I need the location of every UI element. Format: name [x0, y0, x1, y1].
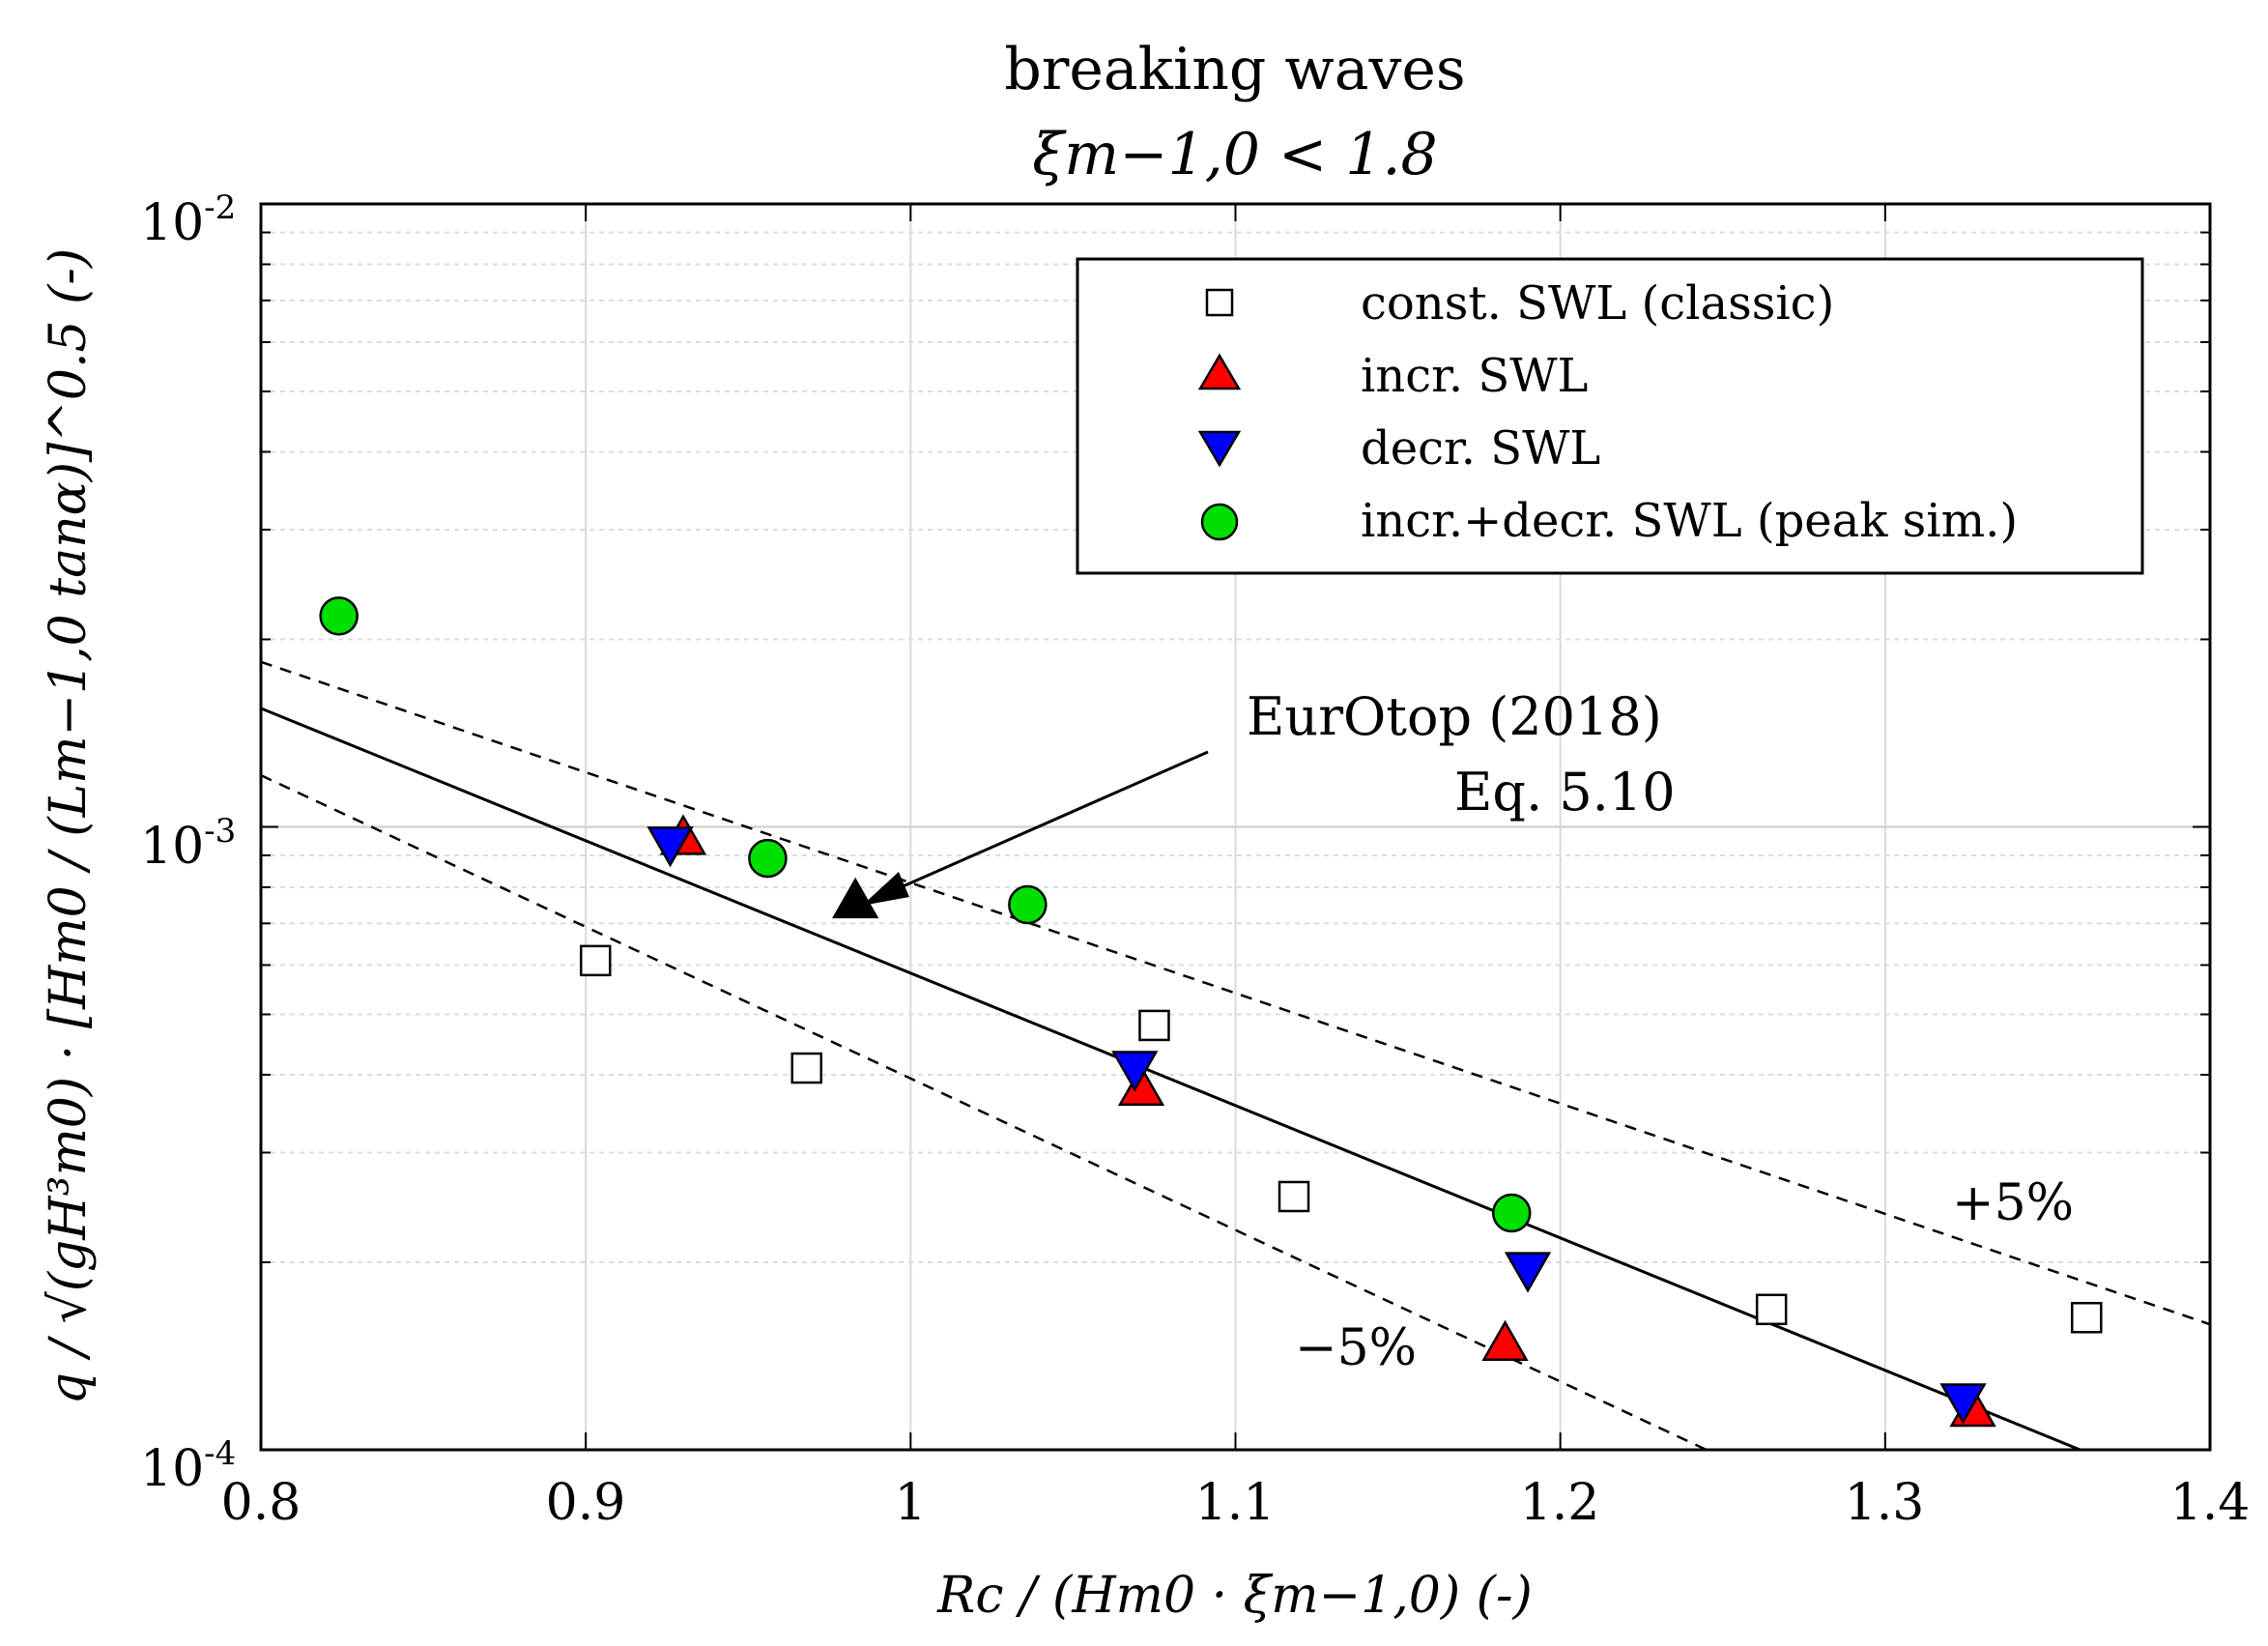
x-tick-label: 1.4 — [2170, 1474, 2251, 1532]
eurotop-arrow-shaft — [874, 750, 1209, 901]
minus-5-label: −5% — [1295, 1319, 1417, 1377]
axis-ticks — [261, 204, 2210, 1451]
eurotop-annotation: EurOtop (2018) Eq. 5.10 — [862, 686, 1676, 906]
legend-marker-square — [1205, 288, 1234, 317]
x-tick-labels: 0.8 0.9 1 1.1 1.2 1.3 1.4 — [221, 1474, 2251, 1532]
data-point-triangle-down — [1111, 1051, 1159, 1092]
data-point-circle — [748, 838, 788, 879]
data-markers — [319, 596, 2103, 1428]
data-point-square — [1138, 1009, 1170, 1042]
legend: const. SWL (classic) incr. SWL decr. SWL… — [1076, 257, 2144, 575]
x-tick-label: 1.2 — [1520, 1474, 1600, 1532]
eurotop-label-line2: Eq. 5.10 — [1454, 762, 1676, 823]
x-axis-label: Rc / (Hm0 · ξm−1,0) (-) — [936, 1567, 1533, 1625]
chart-subtitle: ξm−1,0 < 1.8 — [1032, 121, 1437, 188]
chart-title: breaking waves — [1004, 36, 1465, 103]
legend-box — [1076, 257, 2144, 575]
x-tick-label: 0.9 — [546, 1474, 626, 1532]
legend-label: const. SWL (classic) — [1361, 276, 1834, 331]
legend-marker-circle — [1200, 503, 1239, 541]
eurotop-line — [260, 707, 2081, 1452]
plus-5-label: +5% — [1952, 1174, 2074, 1232]
y-tick-label: 10-4 — [140, 1434, 236, 1498]
data-point-circle — [1491, 1193, 1532, 1233]
legend-marker-triangle-down — [1197, 430, 1242, 468]
data-point-square — [580, 944, 612, 977]
legend-label: incr.+decr. SWL (peak sim.) — [1361, 494, 2018, 548]
y-axis-label: q / √(gH³m0) · [Hm0 / (Lm−1,0 tanα)]^0.5… — [40, 248, 98, 1405]
data-point-square — [1755, 1293, 1788, 1326]
x-tick-label: 1.3 — [1845, 1474, 1925, 1532]
data-point-triangle-up — [1117, 1064, 1165, 1107]
data-point-circle — [319, 596, 359, 636]
plus-5-percent-line — [260, 660, 2211, 1326]
legend-label: decr. SWL — [1361, 421, 1600, 476]
data-point-square — [790, 1052, 823, 1084]
reference-lines — [260, 660, 2211, 1452]
data-point-triangle-down — [646, 826, 694, 868]
minus-5-percent-line — [260, 774, 1708, 1452]
x-tick-label: 1 — [894, 1474, 926, 1532]
eurotop-arrow-head — [862, 872, 909, 906]
y-tick-labels: 10-4 10-3 10-2 — [140, 188, 236, 1498]
data-point-square — [1278, 1180, 1310, 1213]
data-point-triangle-down — [1504, 1252, 1552, 1293]
data-point-triangle-up — [1481, 1319, 1529, 1362]
y-tick-label: 10-2 — [140, 188, 236, 252]
data-point-triangle-up — [832, 877, 879, 919]
legend-label: incr. SWL — [1361, 349, 1588, 403]
data-point-square — [2071, 1301, 2103, 1334]
eurotop-label-line1: EurOtop (2018) — [1247, 686, 1662, 747]
data-point-triangle-down — [1939, 1383, 1987, 1425]
legend-marker-triangle-up — [1197, 353, 1242, 390]
x-tick-label: 1.1 — [1195, 1474, 1276, 1532]
y-tick-label: 10-3 — [140, 812, 236, 876]
data-point-circle — [1008, 884, 1048, 925]
x-tick-label: 0.8 — [221, 1474, 301, 1532]
